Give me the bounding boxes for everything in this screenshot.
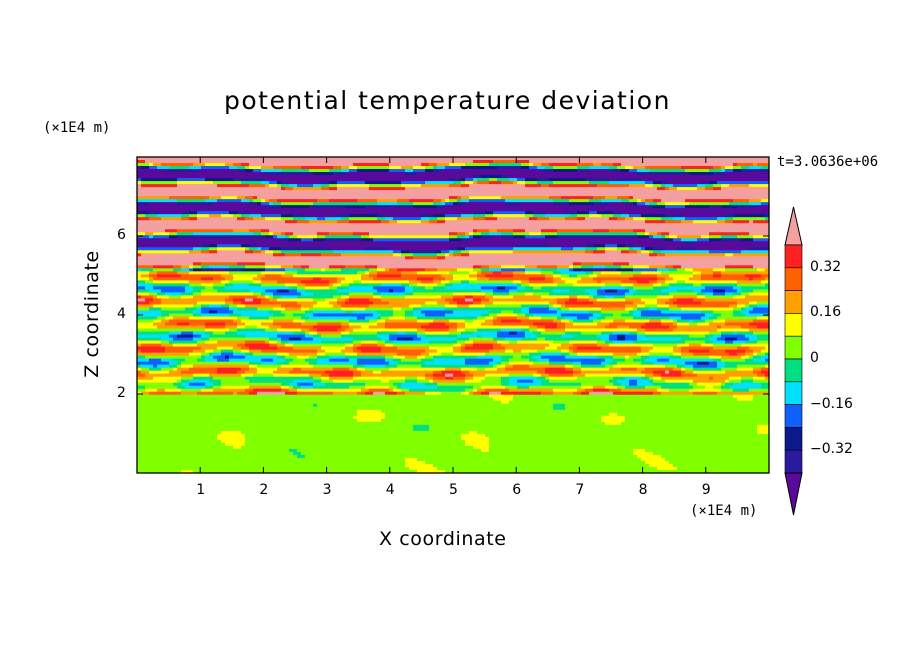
colorbar-segment <box>784 290 803 314</box>
colorbar-label: −0.16 <box>810 395 853 412</box>
y-axis-label: Z coordinate <box>81 250 103 378</box>
colorbar-segment <box>784 335 803 360</box>
x-tick-label: 7 <box>575 482 585 498</box>
x-axis-label: X coordinate <box>379 528 507 550</box>
colorbar-extend-max <box>784 206 803 246</box>
y-axis-unit: (×1E4 m) <box>43 120 111 136</box>
colorbar-extend-min <box>784 472 803 516</box>
x-tick-label: 3 <box>322 482 332 498</box>
colorbar-segment <box>784 313 803 337</box>
colorbar-segment <box>784 449 803 474</box>
y-tick-label: 6 <box>117 227 126 243</box>
chart-title: potential temperature deviation <box>224 86 671 115</box>
colorbar-label: 0.32 <box>810 258 842 275</box>
colorbar-segment <box>784 427 803 451</box>
time-label: t=3.0636e+06 <box>777 154 879 170</box>
colorbar-segment <box>784 404 803 428</box>
x-tick-label: 5 <box>449 482 458 498</box>
x-tick-label: 2 <box>259 482 269 498</box>
x-tick-label: 9 <box>701 482 711 498</box>
y-tick-label: 4 <box>117 306 126 322</box>
colorbar-segment <box>784 358 803 383</box>
colorbar-label: 0 <box>810 350 819 366</box>
x-tick-label: 4 <box>385 482 395 498</box>
colorbar-label: −0.32 <box>810 441 853 458</box>
colorbar-label: 0.16 <box>810 304 842 321</box>
x-tick-label: 8 <box>638 482 648 498</box>
colorbar <box>784 206 803 516</box>
y-tick-label: 2 <box>117 385 126 401</box>
x-tick-label: 6 <box>512 482 522 498</box>
x-axis-unit: (×1E4 m) <box>690 503 758 519</box>
x-axis-ticks <box>199 157 707 473</box>
colorbar-segment <box>784 267 803 291</box>
colorbar-segment <box>784 244 803 269</box>
colorbar-segment <box>784 381 803 405</box>
contour-field <box>137 157 769 473</box>
y-axis-ticks <box>137 235 769 395</box>
x-tick-label: 1 <box>196 482 206 498</box>
